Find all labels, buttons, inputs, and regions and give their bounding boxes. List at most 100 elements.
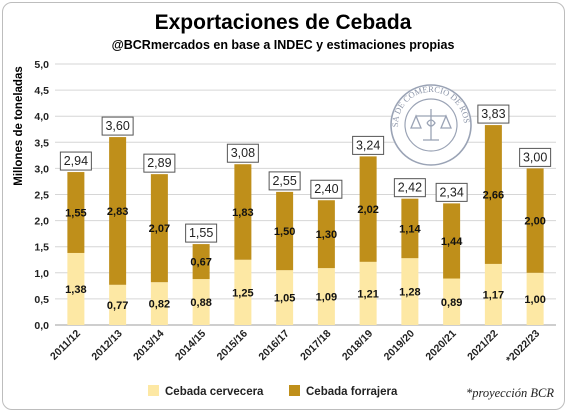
data-label-cebada-cervecera: 1,38 bbox=[65, 284, 86, 296]
bar-cebada-forrajera bbox=[276, 191, 294, 271]
x-tick-label: 2011/12 bbox=[48, 328, 83, 363]
data-label-cebada-forrajera: 1,50 bbox=[274, 226, 295, 238]
data-label-cebada-cervecera: 1,00 bbox=[524, 294, 545, 306]
bar-cebada-cervecera bbox=[401, 258, 419, 325]
bar-cebada-cervecera bbox=[234, 259, 252, 325]
total-label: 3,60 bbox=[105, 119, 129, 133]
data-label-cebada-cervecera: 1,28 bbox=[399, 287, 420, 299]
bar-cebada-cervecera bbox=[359, 261, 377, 325]
total-box bbox=[268, 171, 301, 191]
bar-cebada-cervecera bbox=[526, 272, 544, 325]
bar-cebada-forrajera bbox=[317, 200, 335, 269]
bar-cebada-cervecera bbox=[443, 278, 461, 325]
logo-inner-ring bbox=[404, 98, 458, 152]
x-tick-label: 2013/14 bbox=[131, 328, 166, 363]
legend: Cebada cervecera Cebada forrajera bbox=[148, 385, 398, 398]
data-label-cebada-forrajera: 1,44 bbox=[441, 236, 463, 248]
legend-label-cebada-forrajera: Cebada forrajera bbox=[306, 386, 398, 398]
total-label: 3,08 bbox=[231, 146, 255, 160]
y-tick-label: 5,0 bbox=[34, 59, 49, 71]
data-label-cebada-cervecera: 0,88 bbox=[190, 297, 211, 309]
data-label-cebada-cervecera: 1,05 bbox=[274, 293, 295, 305]
y-tick-label: 2,5 bbox=[34, 190, 49, 202]
total-box bbox=[435, 182, 468, 202]
x-tick-label: 2015/16 bbox=[215, 328, 250, 363]
total-label: 3,24 bbox=[356, 138, 380, 152]
data-label-cebada-forrajera: 1,30 bbox=[316, 229, 337, 241]
total-label: 2,40 bbox=[314, 182, 338, 196]
x-tick-label: 2014/15 bbox=[173, 328, 208, 363]
x-tick-label: 2018/19 bbox=[340, 328, 375, 363]
total-box bbox=[143, 153, 176, 173]
total-box bbox=[185, 223, 218, 243]
total-label: 1,55 bbox=[189, 226, 213, 240]
data-label-cebada-cervecera: 0,77 bbox=[107, 300, 128, 312]
y-tick-label: 4,0 bbox=[34, 111, 49, 123]
x-axis-labels: 2011/12 2012/13 2013/14 2014/15 2015/16 2016/… bbox=[48, 328, 542, 366]
data-label-cebada-forrajera: 1,55 bbox=[65, 208, 86, 220]
y-tick-label: 3,0 bbox=[34, 163, 49, 175]
y-axis-ticks: 0,0 0,5 1,0 1,5 2,0 2,5 3,0 3,5 4,0 4,5 5,0 bbox=[34, 59, 49, 332]
total-box bbox=[393, 178, 426, 198]
data-label-cebada-cervecera: 0,89 bbox=[441, 297, 462, 309]
bar-cebada-forrajera bbox=[359, 156, 377, 262]
legend-swatch-cebada-cervecera bbox=[148, 385, 159, 396]
y-tick-label: 4,5 bbox=[34, 85, 49, 97]
data-label-cebada-cervecera: 1,21 bbox=[357, 288, 378, 300]
x-tick-label: 2012/13 bbox=[89, 328, 124, 363]
total-label: 2,42 bbox=[398, 181, 422, 195]
data-label-cebada-cervecera: 1,09 bbox=[316, 292, 337, 304]
x-tick-label: 2019/20 bbox=[382, 328, 417, 363]
total-box bbox=[477, 104, 510, 124]
bars: 1,38 1,55 2,94 0,77 2,83 3,60 0,82 2,07 2,89 0,88… bbox=[59, 104, 552, 325]
bar-cebada-forrajera bbox=[234, 164, 252, 260]
legend-label-cebada-cervecera: Cebada cervecera bbox=[165, 386, 264, 398]
x-tick-label: 2017/18 bbox=[298, 328, 333, 363]
total-box bbox=[310, 179, 343, 199]
total-label: 3,00 bbox=[523, 150, 547, 164]
total-label: 2,89 bbox=[147, 156, 171, 170]
chart-subtitle: @BCRmercados en base a INDEC y estimacio… bbox=[112, 38, 455, 52]
bar-cebada-cervecera bbox=[67, 252, 85, 325]
data-label-cebada-forrajera: 1,83 bbox=[232, 207, 253, 219]
bar-cebada-cervecera bbox=[109, 284, 127, 325]
data-label-cebada-forrajera: 1,14 bbox=[399, 223, 421, 235]
bar-cebada-forrajera bbox=[443, 203, 461, 279]
y-tick-label: 0,0 bbox=[34, 320, 49, 332]
total-label: 2,55 bbox=[272, 174, 296, 188]
bar-cebada-cervecera bbox=[150, 282, 168, 325]
x-tick-label: *2022/23 bbox=[504, 328, 542, 366]
y-tick-label: 1,5 bbox=[34, 242, 49, 254]
x-tick-label: 2021/22 bbox=[465, 328, 500, 363]
data-label-cebada-cervecera: 1,25 bbox=[232, 287, 253, 299]
data-label-cebada-forrajera: 2,83 bbox=[107, 206, 128, 218]
data-label-cebada-forrajera: 2,02 bbox=[357, 204, 378, 216]
bar-cebada-cervecera bbox=[317, 268, 335, 325]
grid bbox=[55, 63, 556, 326]
bar-cebada-forrajera bbox=[192, 244, 210, 280]
total-label: 3,83 bbox=[481, 107, 505, 121]
bar-cebada-cervecera bbox=[276, 270, 294, 325]
y-tick-label: 2,0 bbox=[34, 216, 49, 228]
data-label-cebada-forrajera: 2,07 bbox=[149, 223, 170, 235]
y-tick-label: 3,5 bbox=[34, 137, 49, 149]
projection-note: *proyección BCR bbox=[466, 386, 554, 400]
bar-cebada-forrajera bbox=[484, 125, 502, 264]
data-label-cebada-forrajera: 2,00 bbox=[524, 216, 545, 228]
total-label: 2,94 bbox=[64, 154, 88, 168]
chart-svg: Exportaciones de Cebada @BCRmercados en … bbox=[3, 3, 556, 400]
bar-cebada-forrajera bbox=[401, 198, 419, 259]
y-tick-label: 0,5 bbox=[34, 294, 49, 306]
total-box bbox=[352, 135, 385, 155]
x-tick-label: 2016/17 bbox=[256, 328, 291, 363]
chart-title: Exportaciones de Cebada bbox=[155, 11, 412, 34]
bar-cebada-forrajera bbox=[67, 172, 85, 253]
bar-cebada-cervecera bbox=[484, 263, 502, 325]
bar-cebada-forrajera bbox=[526, 168, 544, 273]
total-box bbox=[101, 116, 134, 136]
y-axis-label: Millones de toneladas bbox=[13, 66, 25, 186]
total-box bbox=[226, 143, 259, 163]
y-tick-label: 1,0 bbox=[34, 268, 49, 280]
bar-cebada-forrajera bbox=[150, 174, 168, 283]
